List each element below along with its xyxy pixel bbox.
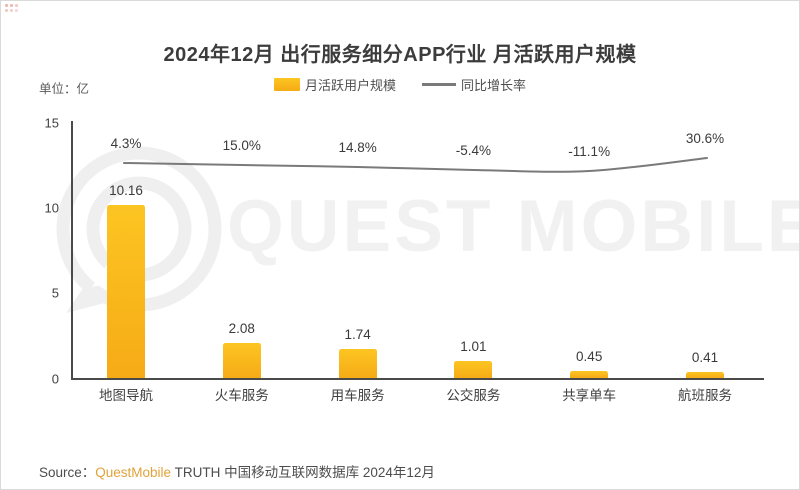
bar-value-label: 1.01 (460, 339, 487, 355)
unit-label: 单位：亿 (39, 82, 90, 96)
red-dots-corner-mark (5, 4, 8, 7)
category-label: 用车服务 (330, 388, 385, 403)
category-label: 共享单车 (562, 388, 617, 403)
bar (454, 361, 493, 379)
bar-value-label: 0.41 (691, 349, 719, 365)
y-tick-label: 15 (44, 115, 59, 130)
category-label: 公交服务 (446, 388, 501, 403)
growth-rate-label: 14.8% (338, 140, 377, 155)
bar-value-label: 0.45 (576, 348, 603, 364)
category-label: 地图导航 (99, 388, 153, 403)
bar-value-label: 1.74 (344, 326, 371, 342)
source-brand: QuestMobile (95, 465, 172, 480)
category-label: 火车服务 (214, 388, 269, 403)
legend-label-mau: 月活跃用户规模 (304, 77, 396, 93)
legend: 月活跃用户规模 同比增长率 (1, 75, 799, 94)
legend-item-mau: 月活跃用户规模 (273, 75, 396, 94)
growth-rate-label: 15.0% (222, 138, 261, 153)
bar (686, 371, 724, 379)
bar (107, 205, 145, 379)
growth-rate-label: -5.4% (455, 143, 492, 158)
y-tick-label: 0 (51, 371, 59, 386)
bar-value-label: 10.16 (109, 183, 143, 199)
source-rest: TRUTH 中国移动互联网数据库 2024年12月 (171, 465, 435, 480)
bar (338, 348, 377, 379)
bar (570, 370, 609, 379)
y-tick-label: 10 (44, 200, 59, 216)
bar-value-label: 2.08 (228, 321, 255, 336)
source-line: Source：QuestMobile TRUTH 中国移动互联网数据库 2024… (39, 461, 435, 481)
y-tick-label: 5 (51, 285, 59, 301)
source-prefix: Source： (39, 465, 96, 480)
legend-label-growth: 同比增长率 (461, 77, 527, 93)
growth-rate-label: 4.3% (110, 136, 142, 151)
bar-legend-swatch-icon (273, 77, 300, 91)
watermark-text: QUEST MOBILE (227, 186, 800, 267)
bar (222, 343, 261, 379)
growth-rate-label: -11.1% (568, 144, 611, 159)
y-axis-line (71, 121, 73, 379)
chart-title: 2024年12月 出行服务细分APP行业 月活跃用户规模 (163, 44, 637, 66)
legend-item-growth: 同比增长率 (422, 75, 526, 94)
growth-rate-label: 30.6% (685, 131, 725, 146)
line-legend-swatch-icon (422, 82, 456, 86)
category-label: 航班服务 (678, 388, 732, 403)
x-axis-line (71, 378, 764, 380)
